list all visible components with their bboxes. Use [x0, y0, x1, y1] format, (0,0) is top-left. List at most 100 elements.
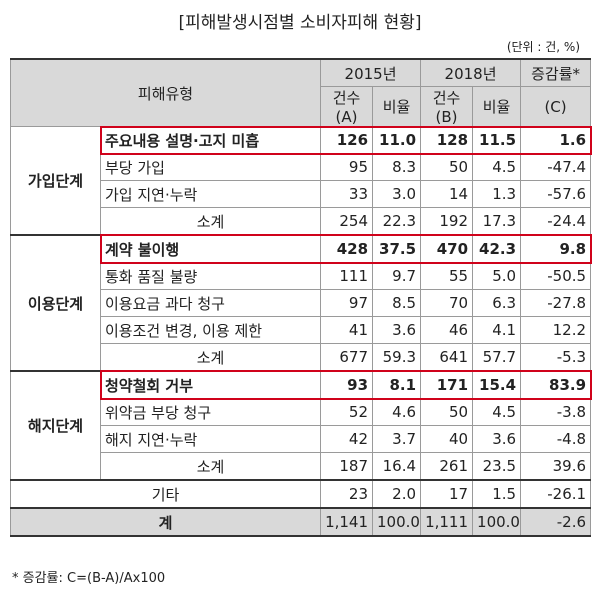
count-2018: 46 — [420, 316, 474, 344]
change-rate: -27.8 — [520, 289, 592, 317]
header-change: 증감률* — [520, 58, 592, 87]
ratio-2018: 11.5 — [472, 126, 522, 154]
ratio-2018: 3.6 — [472, 425, 522, 453]
change-rate: 83.9 — [520, 370, 592, 399]
total-row: 계 1,141 100.0 1,111 100.0 -2.6 — [9, 507, 592, 537]
change-rate: 9.8 — [520, 234, 592, 263]
count-2015: 52 — [320, 398, 374, 426]
type-label: 통화 품질 불량 — [99, 262, 322, 290]
ratio-2015: 8.1 — [372, 370, 422, 399]
ratio-2015: 3.0 — [372, 180, 422, 208]
ratio-2015: 3.7 — [372, 425, 422, 453]
count-2015: 126 — [320, 126, 374, 154]
type-label: 청약철회 거부 — [99, 370, 322, 399]
ratio-2015: 22.3 — [372, 207, 422, 236]
count-2015: 93 — [320, 370, 374, 399]
count-2015: 33 — [320, 180, 374, 208]
ratio-2018: 4.1 — [472, 316, 522, 344]
change-rate: -4.8 — [520, 425, 592, 453]
type-label: 소계 — [99, 343, 322, 372]
ratio-2018: 4.5 — [472, 153, 522, 181]
count-2018: 470 — [420, 234, 474, 263]
count-2015: 187 — [320, 452, 374, 481]
type-label: 소계 — [99, 207, 322, 236]
count-2015: 23 — [320, 479, 374, 509]
count-2018: 641 — [420, 343, 474, 372]
stage-label: 해지단계 — [10, 370, 101, 481]
header-ratio-2015: 비율 — [372, 86, 422, 127]
stage-label: 이용단계 — [10, 234, 101, 372]
type-label: 위약금 부당 청구 — [99, 398, 322, 426]
change-rate: -3.8 — [520, 398, 592, 426]
ratio-2018: 23.5 — [472, 452, 522, 481]
ratio-2015: 4.6 — [372, 398, 422, 426]
count-2018: 128 — [420, 126, 474, 154]
header-2018: 2018년 — [420, 58, 522, 87]
subtotal-row: 소계 187 16.4 261 23.5 39.6 — [11, 452, 592, 481]
table-row: 이용조건 변경, 이용 제한 41 3.6 46 4.1 12.2 — [11, 316, 592, 344]
count-2015: 111 — [320, 262, 374, 290]
ratio-2018: 1.3 — [472, 180, 522, 208]
ratio-2015: 8.5 — [372, 289, 422, 317]
ratio-2018: 6.3 — [472, 289, 522, 317]
ratio-2018: 15.4 — [472, 370, 522, 399]
subtotal-row: 소계 677 59.3 641 57.7 -5.3 — [11, 343, 592, 372]
count-2018: 261 — [420, 452, 474, 481]
count-2015: 95 — [320, 153, 374, 181]
type-label: 주요내용 설명·고지 미흡 — [99, 126, 322, 154]
stage-label: 가입단계 — [10, 126, 101, 236]
ratio-2015: 8.3 — [372, 153, 422, 181]
change-rate: -26.1 — [520, 479, 592, 509]
footnote: * 증감률: C=(B-A)/Ax100 — [12, 571, 166, 586]
count-2018: 1,111 — [420, 507, 474, 537]
ratio-2018: 1.5 — [472, 479, 522, 509]
change-rate: 12.2 — [520, 316, 592, 344]
table-row: 위약금 부당 청구 52 4.6 50 4.5 -3.8 — [11, 398, 592, 426]
ratio-2015: 37.5 — [372, 234, 422, 263]
count-2018: 50 — [420, 398, 474, 426]
change-rate: -57.6 — [520, 180, 592, 208]
header-2015: 2015년 — [320, 58, 422, 87]
ratio-2015: 59.3 — [372, 343, 422, 372]
ratio-2018: 5.0 — [472, 262, 522, 290]
change-rate: -24.4 — [520, 207, 592, 236]
type-label: 가입 지연·누락 — [99, 180, 322, 208]
count-2015: 41 — [320, 316, 374, 344]
change-rate: -2.6 — [520, 507, 592, 537]
count-2018: 50 — [420, 153, 474, 181]
count-2015: 97 — [320, 289, 374, 317]
ratio-2015: 16.4 — [372, 452, 422, 481]
type-label: 이용조건 변경, 이용 제한 — [99, 316, 322, 344]
count-2018: 171 — [420, 370, 474, 399]
subtotal-row: 소계 254 22.3 192 17.3 -24.4 — [11, 207, 592, 236]
type-label: 소계 — [99, 452, 322, 481]
ratio-2018: 4.5 — [472, 398, 522, 426]
header-count-a: 건수(A) — [320, 86, 374, 127]
change-rate: -5.3 — [520, 343, 592, 372]
count-2018: 55 — [420, 262, 474, 290]
ratio-2015: 2.0 — [372, 479, 422, 509]
table-row: 가입단계 주요내용 설명·고지 미흡 126 11.0 128 11.5 1.6 — [10, 126, 592, 236]
table-title: [피해발생시점별 소비자피해 현황] — [178, 13, 422, 33]
header-type: 피해유형 — [9, 58, 322, 127]
table-row: 해지단계 청약철회 거부 93 8.1 171 15.4 83.9 — [10, 370, 592, 481]
ratio-2018: 100.0 — [472, 507, 522, 537]
table-row: 가입 지연·누락 33 3.0 14 1.3 -57.6 — [11, 180, 592, 208]
table-row: 이용요금 과다 청구 97 8.5 70 6.3 -27.8 — [11, 289, 592, 317]
type-label: 부당 가입 — [99, 153, 322, 181]
count-2015: 677 — [320, 343, 374, 372]
header-row-1: 피해유형 2015년 2018년 증감률* — [9, 58, 592, 127]
count-2018: 70 — [420, 289, 474, 317]
change-rate: 1.6 — [520, 126, 592, 154]
header-row-2: 건수(A) 비율 건수(B) 비율 (C) — [11, 86, 592, 127]
table-row: 해지 지연·누락 42 3.7 40 3.6 -4.8 — [11, 425, 592, 453]
ratio-2015: 9.7 — [372, 262, 422, 290]
count-2015: 1,141 — [320, 507, 374, 537]
header-count-b: 건수(B) — [420, 86, 474, 127]
header-change-c: (C) — [520, 86, 592, 127]
count-2018: 17 — [420, 479, 474, 509]
table-row: 통화 품질 불량 111 9.7 55 5.0 -50.5 — [11, 262, 592, 290]
ratio-2018: 17.3 — [472, 207, 522, 236]
count-2018: 192 — [420, 207, 474, 236]
change-rate: -50.5 — [520, 262, 592, 290]
